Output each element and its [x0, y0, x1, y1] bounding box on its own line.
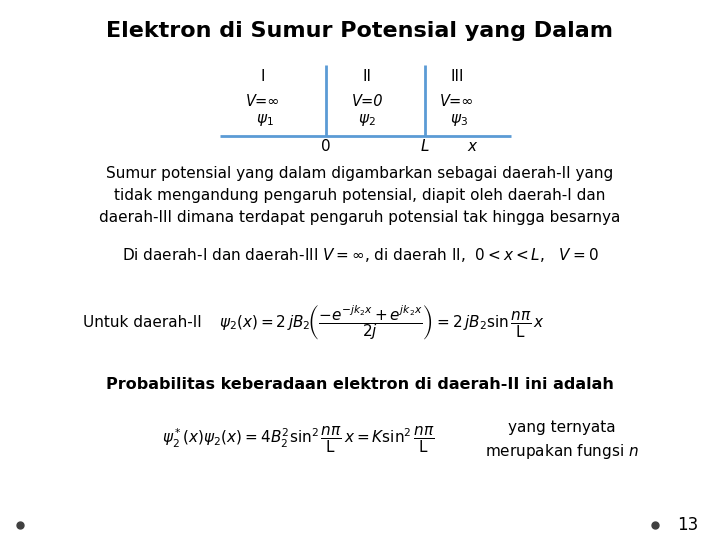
Text: Probabilitas keberadaan elektron di daerah-II ini adalah: Probabilitas keberadaan elektron di daer… — [106, 377, 614, 392]
Text: 13: 13 — [677, 516, 698, 534]
Text: I: I — [261, 69, 265, 84]
Text: Di daerah-I dan daerah-III $V = \infty$, di daerah II,  $0 < x < L$,   $V = 0$: Di daerah-I dan daerah-III $V = \infty$,… — [122, 246, 598, 264]
Text: $\psi_1$: $\psi_1$ — [256, 112, 274, 128]
Text: Sumur potensial yang dalam digambarkan sebagai daerah-II yang
tidak mengandung p: Sumur potensial yang dalam digambarkan s… — [99, 166, 621, 225]
Text: III: III — [451, 69, 464, 84]
Text: $\psi_2(x) = 2\,jB_2\!\left(\dfrac{-e^{-jk_2 x}+e^{jk_2 x}}{2j}\right) = 2\,jB_2: $\psi_2(x) = 2\,jB_2\!\left(\dfrac{-e^{-… — [219, 303, 544, 342]
Text: V=∞: V=∞ — [440, 94, 474, 109]
Text: 0: 0 — [321, 139, 331, 154]
Text: Untuk daerah-II: Untuk daerah-II — [83, 315, 202, 330]
Text: yang ternyata
merupakan fungsi $n$: yang ternyata merupakan fungsi $n$ — [485, 420, 639, 461]
Text: V=0: V=0 — [351, 94, 383, 109]
Text: $\psi_3$: $\psi_3$ — [451, 112, 468, 128]
Text: Elektron di Sumur Potensial yang Dalam: Elektron di Sumur Potensial yang Dalam — [107, 21, 613, 42]
Text: V=∞: V=∞ — [246, 94, 280, 109]
Text: $\psi_2$: $\psi_2$ — [359, 112, 376, 128]
Text: L: L — [420, 139, 429, 154]
Text: $\psi_2^*(x)\psi_2(x) = 4B_2^2\sin^2\dfrac{n\pi}{\mathrm{L}}\,x = K\sin^2\dfrac{: $\psi_2^*(x)\psi_2(x) = 4B_2^2\sin^2\dfr… — [163, 425, 435, 455]
Text: x: x — [467, 139, 476, 154]
Text: II: II — [363, 69, 372, 84]
